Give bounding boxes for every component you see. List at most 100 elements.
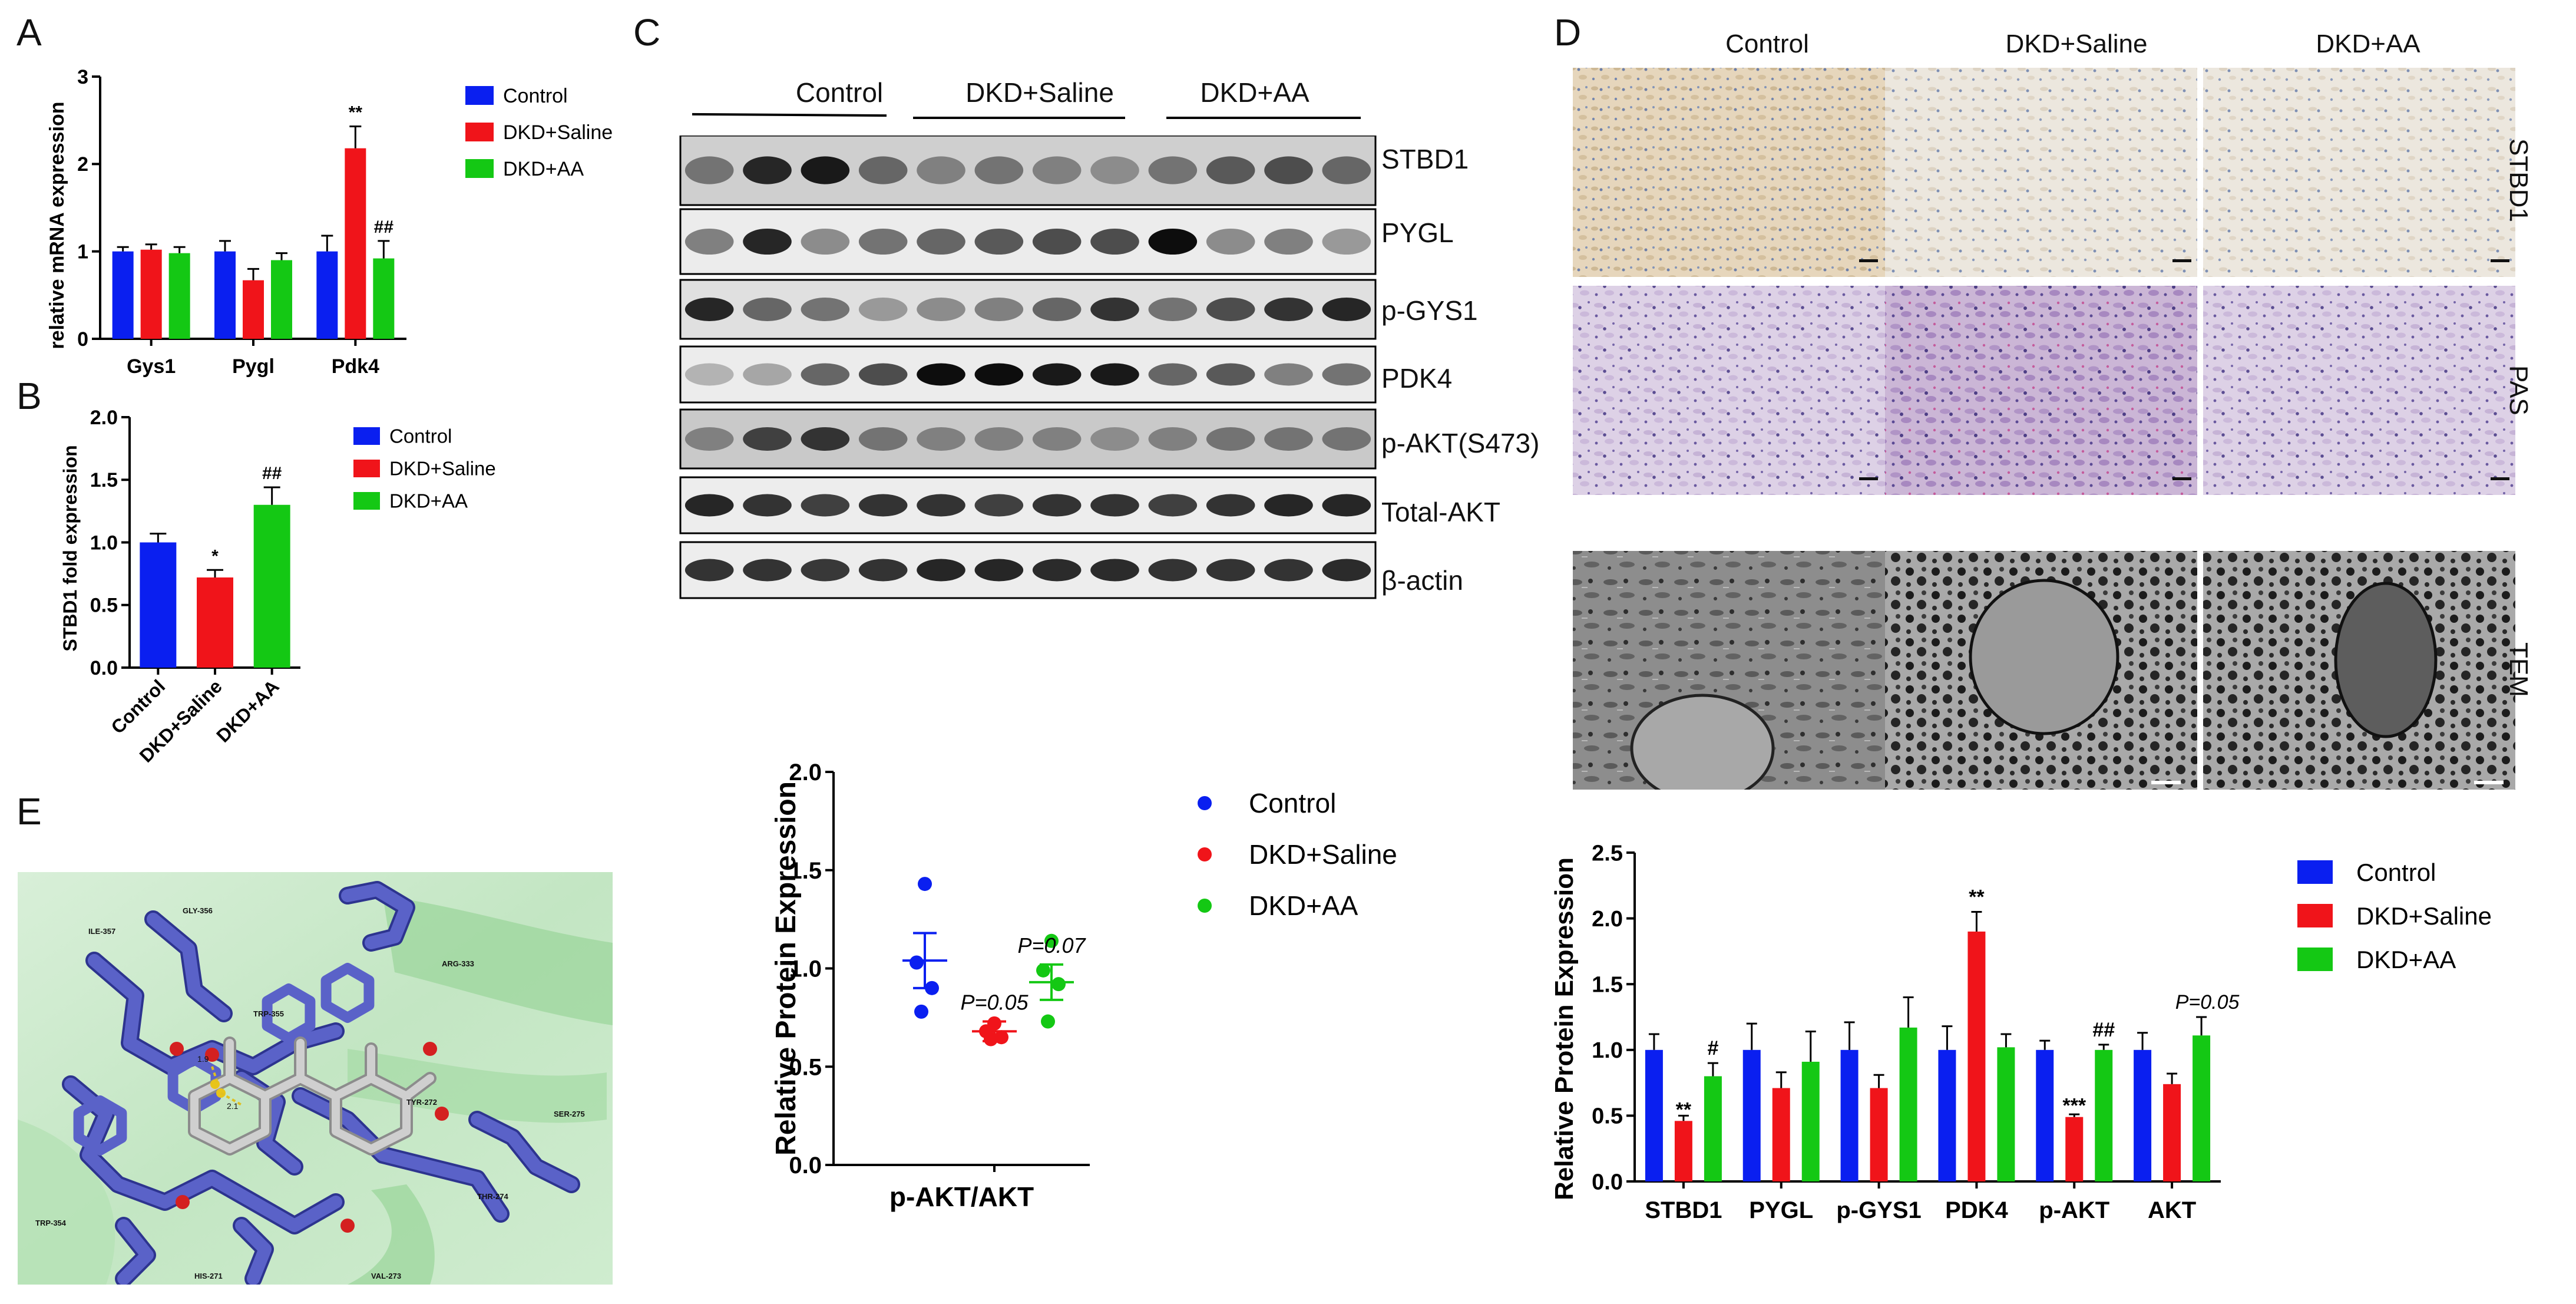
residue-label: VAL-273 xyxy=(371,1272,401,1280)
histology-pas-control xyxy=(1573,286,1885,495)
chart-d-significance: ## xyxy=(2092,1019,2115,1041)
chart-a-legend-label-0: Control xyxy=(503,85,568,107)
chart-d-significance: # xyxy=(1707,1037,1718,1059)
chart-a-y-label: relative mRNA expression xyxy=(46,101,68,349)
histology-images xyxy=(1573,68,2515,790)
blot-band xyxy=(1206,156,1255,184)
chart-a-bar xyxy=(271,260,292,339)
chart-c-legend-marker-1 xyxy=(1198,847,1212,861)
panel-label-d: D xyxy=(1554,11,1582,54)
blot-band xyxy=(1032,427,1082,451)
blot-band xyxy=(917,494,965,517)
chart-d-bar xyxy=(1772,1088,1790,1181)
residue-label: GLY-356 xyxy=(183,906,213,915)
chart-a-bar xyxy=(112,251,134,339)
scale-bar xyxy=(2491,259,2509,262)
chart-d: 0.0 0.5 1.0 1.5 2.0 2.5 ** # STBD1 PYGL p-GYS1 ** PD… xyxy=(1550,841,2492,1223)
blot-band xyxy=(684,363,734,386)
beta-sheet-ribbon xyxy=(383,896,613,1025)
chart-c-y-tick-label: 1.5 xyxy=(789,858,822,884)
blot-band xyxy=(858,494,908,517)
loop-ribbon xyxy=(348,1184,435,1285)
chart-d-bar xyxy=(2095,1049,2113,1181)
chart-b-legend-label-2: DKD+AA xyxy=(389,490,468,512)
blot-group-label-aa: DKD+AA xyxy=(1200,77,1310,108)
blot-band xyxy=(1148,559,1198,582)
histology-pas-aa xyxy=(2203,286,2515,495)
blot-band xyxy=(1032,494,1082,517)
chart-b-bar xyxy=(140,542,177,668)
residue-label: ARG-333 xyxy=(442,959,474,968)
chart-b-y-label: STBD1 fold expression xyxy=(59,445,81,651)
chart-a-bar xyxy=(316,251,338,339)
chart-c-y-tick-label: 2.0 xyxy=(789,760,822,785)
docking-labels: ILE-357 GLY-356 TRP-355 ARG-333 TYR-272 SER-2… xyxy=(35,906,585,1280)
scale-bar xyxy=(1859,259,1878,262)
residue-label: THR-274 xyxy=(477,1192,509,1201)
chart-d-legend-swatch-1 xyxy=(2297,904,2333,927)
chart-d-bar xyxy=(1938,1049,1956,1181)
blot-band xyxy=(1322,229,1371,255)
blot-band xyxy=(1206,494,1255,517)
blot-band xyxy=(801,156,850,184)
aromatic-ring xyxy=(262,983,316,1044)
chart-a-y-tick-label: 0 xyxy=(77,328,88,351)
residue-label: ILE-357 xyxy=(88,927,115,936)
chart-d-bar xyxy=(1997,1047,2015,1181)
blot-band xyxy=(743,156,792,184)
chart-d-x-tick-label: AKT xyxy=(2148,1197,2196,1223)
chart-d-bar xyxy=(2134,1049,2152,1181)
chart-c-y-label: Relative Protein Expression xyxy=(771,781,802,1156)
blot-band xyxy=(801,494,850,517)
chart-d-bar xyxy=(1742,1049,1761,1181)
chart-d-bar xyxy=(1967,931,1986,1181)
chart-d-x-tick-label: p-AKT xyxy=(2039,1197,2109,1223)
chart-c-point xyxy=(1051,977,1066,992)
chart-b-significance: * xyxy=(211,546,219,566)
blot-group-line-saline xyxy=(913,117,1125,119)
blot-band xyxy=(974,494,1024,517)
chart-b-y-tick-label: 2.0 xyxy=(90,407,118,429)
chart-a-legend-swatch-2 xyxy=(465,159,494,178)
blot-band xyxy=(1264,156,1313,184)
oxygen-atom xyxy=(205,1048,219,1062)
chart-a-x-tick-label: Gys1 xyxy=(127,355,176,377)
chart-b-y-tick-label: 1.0 xyxy=(90,531,118,554)
blot-band xyxy=(743,494,792,517)
blot-band xyxy=(1264,494,1313,517)
panel-label-e: E xyxy=(16,790,42,833)
blot-band xyxy=(684,229,734,255)
blot-band xyxy=(917,559,965,582)
chart-a-significance: ** xyxy=(349,103,363,123)
chart-d-x-tick-label: PDK4 xyxy=(1945,1197,2008,1223)
blot-band xyxy=(1032,559,1082,582)
blot-band xyxy=(1264,427,1313,451)
blot-strip-6 xyxy=(679,541,1377,599)
blot-band xyxy=(858,427,908,451)
blot-band xyxy=(1322,494,1371,517)
distance-label: 2.1 xyxy=(227,1101,239,1111)
histology-col-aa: DKD+AA xyxy=(2316,29,2420,58)
western-blot-panel: Control DKD+Saline DKD+AA STBD1 PYGL p-G… xyxy=(677,59,1573,678)
blot-band xyxy=(974,559,1024,582)
histology-row-tem: TEM xyxy=(2504,642,2533,697)
histology-col-saline: DKD+Saline xyxy=(2005,29,2148,58)
oxygen-atom xyxy=(340,1219,355,1233)
chart-d-y-tick-label: 1.5 xyxy=(1592,973,1623,998)
blot-band xyxy=(1032,229,1082,255)
blot-band xyxy=(1090,156,1139,184)
chart-d-plot: 0.0 0.5 1.0 1.5 2.0 2.5 ** # STBD1 PYGL p-GYS1 ** PD… xyxy=(1550,841,2492,1223)
chart-a-y-tick-label: 3 xyxy=(77,66,88,88)
chart-d-x-tick-label: p-GYS1 xyxy=(1836,1197,1921,1223)
chart-a-legend-label-1: DKD+Saline xyxy=(503,121,613,144)
scale-bar xyxy=(2172,259,2191,262)
blot-band xyxy=(743,427,792,451)
chart-d-bar xyxy=(2193,1035,2211,1181)
chart-c-y-tick-label: 1.0 xyxy=(789,956,822,982)
histology-stbd1-saline xyxy=(1885,68,2197,277)
blot-strip-1 xyxy=(679,208,1377,275)
blot-band xyxy=(974,229,1024,255)
blot-band xyxy=(743,363,792,386)
ligand xyxy=(190,1039,434,1153)
blot-band xyxy=(1148,229,1198,255)
